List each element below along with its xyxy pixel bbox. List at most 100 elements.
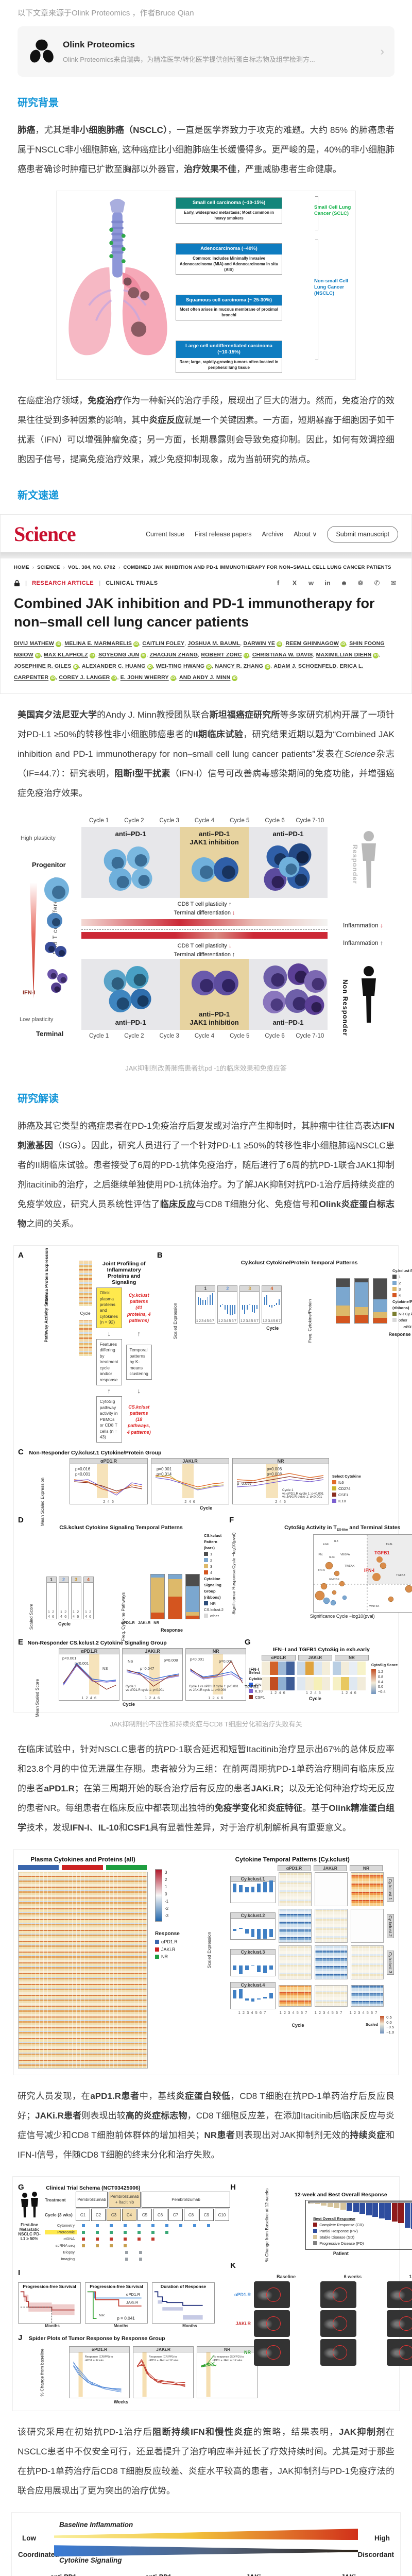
inflammation-bar-resolving	[81, 919, 328, 926]
discordant-label: Discordant	[357, 2551, 394, 2559]
panel-B: B Cy.kclust Cytokine/Protein Temporal Pa…	[157, 1251, 412, 1443]
section-heading-new-paper: 新文速递	[18, 490, 59, 501]
plasma-heatmap	[18, 1872, 148, 2069]
nsclc-group-label: Non-small Cell Lung Cancer (NSCLC)	[314, 278, 348, 297]
svg-text:WNT3A: WNT3A	[369, 1605, 380, 1608]
svg-text:TRAI.: TRAI.	[386, 1543, 393, 1546]
paragraph-6: 该研究采用在初始抗PD-1治疗后阻断持续IFN和慢性炎症的策略，结果表明，JAK…	[18, 2427, 395, 2496]
label-adenocarcinoma: Adenocarcinoma (~40%) Common: Includes M…	[176, 243, 282, 275]
nav-about[interactable]: About ∨	[294, 531, 317, 538]
breadcrumb-science[interactable]: SCIENCE	[37, 565, 60, 570]
paragraph-intro: 美国宾夕法尼亚大学的Andy J. Minn教授团队联合斯坦福癌症研究所等多家研…	[18, 710, 395, 799]
email-icon[interactable]: ✉	[390, 579, 397, 587]
progenitor-label: Progenitor	[32, 861, 66, 869]
svg-text:p=0.057: p=0.057	[237, 1481, 252, 1486]
cd8-cell-states	[44, 877, 69, 993]
non-responder-track: anti–PD-1 anti–PD-1 JAK1 inhibition anti–…	[81, 959, 328, 1030]
olink-logo-icon	[30, 39, 54, 63]
svg-text:p=0.008: p=0.008	[267, 1472, 282, 1477]
article-section-badge[interactable]: CLINICAL TRIALS	[106, 580, 158, 586]
svg-text:vs αPD1.R cycle 1: p<0.001: vs αPD1.R cycle 1: p<0.001	[126, 1689, 164, 1692]
lung-cancer-types-figure: Small cell carcinoma (~10-15%) Early, wi…	[56, 191, 356, 380]
svg-text:TGFB1: TGFB1	[374, 1550, 390, 1555]
wechat-icon[interactable]: ❁	[357, 579, 364, 587]
patients-icon	[21, 2192, 38, 2218]
temporal-box: Temporal patterns by K-means clustering	[126, 1345, 152, 1380]
science-logo[interactable]: Science	[14, 522, 76, 546]
nav-current-issue[interactable]: Current Issue	[146, 530, 185, 538]
panel-A: A Plasma Protein Expression Pathway Acti…	[18, 1248, 152, 1443]
panel-G-cytosig: G IFN–I and TGFB1 CytoSig in exh.early I…	[245, 1638, 398, 1702]
paragraph-3: 肺癌及其它类型的癌症患者在PD-1免疫治疗后复发或对治疗产生抑制时，其肿瘤中往往…	[18, 1121, 395, 1229]
clinical-figure: G Clinical Trial Schema (NCT03425006) Fi…	[12, 2176, 412, 2412]
heatmap-colorbar	[155, 1869, 162, 1922]
jakir-header-strip	[62, 1865, 103, 1871]
svg-text:TGFB3: TGFB3	[396, 1574, 405, 1577]
paper-authors[interactable]: DIVIJ MATHEW iD, MELINA E. MARMARELIS iD, …	[14, 640, 385, 682]
svg-text:TNFA: TNFA	[318, 1569, 325, 1572]
panel-I-survival: I Progression-free Survival Progression-…	[18, 2268, 224, 2328]
reddit-icon[interactable]: ☻	[340, 579, 348, 587]
responder-silhouette	[362, 831, 376, 888]
svg-text:vs αPD1.R cycle 1: p<0.001: vs αPD1.R cycle 1: p<0.001	[282, 1492, 324, 1496]
svg-text:IFN-I: IFN-I	[364, 1568, 374, 1573]
svg-text:vs JAKi.R cycle 1: p=0.006: vs JAKi.R cycle 1: p=0.006	[189, 1689, 226, 1692]
section-heading-interpretation: 研究解读	[18, 1093, 59, 1105]
model-summary-figure: Baseline Inflammation Low High Coordinat…	[11, 2512, 401, 2576]
linkedin-icon[interactable]: in	[324, 579, 331, 587]
nav-first-release[interactable]: First release papers	[195, 530, 252, 538]
article-type-badge[interactable]: RESEARCH ARTICLE	[32, 580, 94, 586]
divider-dashed	[81, 929, 328, 930]
non-responder-label: Non Responder	[341, 979, 350, 1036]
olink-proteins-box: Olink plasma proteins and cytokines (n =…	[96, 1287, 122, 1328]
breadcrumb-volume[interactable]: VOL. 384, NO. 6702	[67, 565, 115, 570]
cancer-group-labels: Small Cell Lung Cancer (SCLC) Non-small …	[314, 195, 352, 363]
x-icon[interactable]: X	[292, 579, 297, 587]
panel-C: C Non-Responder Cy.kclust.1 Cytokine/Pro…	[18, 1448, 361, 1527]
account-card[interactable]: Olink Proteomics Olink Proteomics来自瑞典，为精…	[18, 26, 394, 77]
low-label: Low	[22, 2534, 36, 2543]
breadcrumb-home[interactable]: HOME	[14, 565, 29, 570]
model-col-antipd1-responder: anti-PD1 ↓ ↑ IFN-I Tpre.prog TEX TEMRA-N…	[18, 2573, 109, 2576]
label-squamous-cell-carcinoma: Squamous cell carcinoma (~ 25-30%) Most …	[176, 294, 282, 321]
svg-text:Cycle 1: Cycle 1	[126, 1685, 136, 1688]
cytokine-signaling-gradient	[54, 2545, 358, 2557]
whatsapp-icon[interactable]: ✆	[374, 579, 380, 587]
nr-header-strip	[106, 1865, 147, 1871]
abstract-caption: JAK抑制剂改善肺癌患者抗pd -1的临床效果和免疫应答	[125, 1064, 287, 1073]
label-small-cell-carcinoma: Small cell carcinoma (~10-15%) Early, wi…	[176, 197, 282, 224]
panel-K-ct: K Baseline 6 weeks 12 weeks αPD1.R JAKi.…	[230, 2261, 412, 2366]
account-name: Olink Proteomics	[63, 39, 135, 49]
features-box: Features differing by treatment cycle an…	[96, 1338, 122, 1386]
panel-E: E Non-Responder CS.kclust.2 Cytokine Sig…	[18, 1638, 265, 1718]
low-plasticity-label: Low plasticity	[20, 1016, 54, 1023]
svg-text:p=0.016: p=0.016	[75, 1467, 91, 1471]
chevron-right-icon[interactable]: ›	[380, 45, 384, 58]
sclc-group-label: Small Cell Lung Cancer (SCLC)	[314, 205, 351, 217]
svg-text:p<0.001: p<0.001	[75, 1472, 91, 1477]
apd1r-header-strip	[18, 1865, 59, 1871]
inflammation-bar-persistent	[81, 932, 328, 939]
submit-manuscript-button[interactable]: Submit manuscript	[327, 526, 398, 543]
panel-J-spider: J Spider Plots of Tumor Response by Resp…	[18, 2333, 258, 2404]
waterfall-bars	[308, 2201, 412, 2248]
label-large-cell-carcinoma: Large cell undifferentiated carcinoma (~…	[176, 340, 282, 373]
svg-text:IFN.: IFN.	[318, 1553, 323, 1556]
terminal-up-note: Terminal differentiation ↑	[174, 951, 235, 958]
svg-text:IL23: IL23	[329, 1556, 335, 1559]
svg-text:αPD1.R: αPD1.R	[126, 2292, 141, 2297]
social-share-row: f X w in ☻ ❁ ✆ ✉	[273, 579, 398, 588]
facebook-icon[interactable]: f	[277, 579, 280, 587]
svg-text:EGF: EGF	[323, 1543, 329, 1546]
divider-band	[1, 552, 411, 558]
cycle-axis-row: Cycle 1 Cycle 2 Cycle 3 Cycle 4 Cycle 5 Cycle…	[89, 1033, 324, 1040]
svg-text:p=0.008: p=0.008	[164, 1658, 178, 1663]
breadcrumb: HOME › SCIENCE › VOL. 384, NO. 6702 › COMBINED…	[14, 565, 391, 570]
model-col-jaki-responder: JAKi ⊥ IFN-I Tpre.prog TEX TEMRA-NKTEFF/…	[208, 2573, 299, 2576]
bluesky-icon[interactable]: w	[308, 579, 314, 587]
paragraph-1: 肺癌，尤其是非小细胞肺癌（NSCLC），一直是医学界致力于攻克的难题。大约 85…	[18, 125, 395, 174]
nav-archive[interactable]: Archive	[262, 530, 284, 538]
svg-text:Cycle 1 vs αPD1.R cycle 1: p<0: Cycle 1 vs αPD1.R cycle 1: p<0.001	[189, 1685, 239, 1688]
high-plasticity-label: High plasticity	[21, 835, 56, 842]
